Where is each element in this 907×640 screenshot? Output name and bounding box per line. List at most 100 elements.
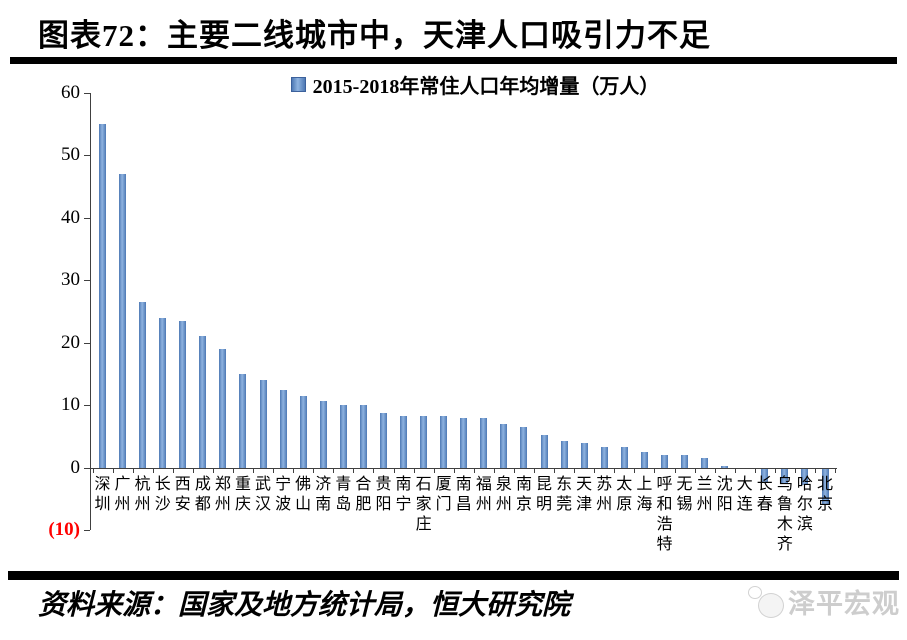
x-axis-tick (373, 467, 375, 473)
brand-logo-icon (746, 584, 788, 620)
x-category-label: 无 锡 (676, 475, 693, 513)
y-tick-label: 20 (61, 331, 80, 353)
figure-title: 图表72：主要二线城市中，天津人口吸引力不足 (38, 18, 711, 53)
bar-合肥 (359, 405, 367, 468)
x-category-label: 厦 门 (435, 475, 452, 513)
x-axis-tick (835, 467, 837, 473)
x-axis-tick (634, 467, 636, 473)
x-axis-tick (433, 467, 435, 473)
x-axis-tick (614, 467, 616, 473)
x-category-label: 宁 波 (275, 475, 292, 513)
bar-西安 (179, 320, 187, 468)
bar-厦门 (440, 415, 448, 468)
y-tick-label: 40 (61, 206, 80, 228)
bar-青岛 (339, 405, 347, 468)
x-category-label: 北 京 (817, 475, 834, 513)
x-category-label: 杭 州 (134, 475, 151, 513)
y-axis-tick (84, 530, 90, 531)
x-axis-tick (473, 467, 475, 473)
x-category-label: 泉 州 (495, 475, 512, 513)
bar-天津 (580, 442, 588, 468)
x-category-label: 南 宁 (395, 475, 412, 513)
y-tick-label: 10 (61, 394, 80, 416)
x-axis-tick (333, 467, 335, 473)
y-axis-tick (84, 93, 90, 94)
bar-兰州 (701, 457, 709, 468)
x-category-label: 南 昌 (455, 475, 472, 513)
bar-东莞 (560, 441, 568, 468)
bar-昆明 (540, 435, 548, 468)
y-tick-label: 30 (61, 269, 80, 291)
x-category-label: 武 汉 (255, 475, 272, 513)
legend-series-label: 2015-2018年常住人口年均增量（万人） (312, 76, 660, 98)
x-category-label: 昆 明 (536, 475, 553, 513)
bar-郑州 (219, 348, 227, 468)
x-axis-tick (273, 467, 275, 473)
y-axis-tick (84, 342, 90, 344)
x-axis-tick (734, 467, 736, 473)
x-category-label: 大 连 (736, 475, 753, 513)
bar-武汉 (259, 380, 267, 468)
x-axis-tick (212, 467, 214, 473)
x-axis-tick (192, 467, 194, 473)
x-category-label: 成 都 (194, 475, 211, 513)
x-axis-tick (493, 467, 495, 473)
y-tick-label: 0 (70, 456, 81, 478)
x-axis-tick (554, 467, 556, 473)
x-axis-tick (534, 467, 536, 473)
y-tick-label: 50 (61, 144, 80, 166)
bar-呼和浩特 (660, 455, 668, 468)
bar-上海 (640, 451, 648, 468)
x-category-label: 长 春 (756, 475, 773, 513)
bar-乌鲁木齐 (781, 468, 789, 484)
bar-广州 (119, 174, 127, 468)
x-axis-tick (674, 467, 676, 473)
chart-legend: 2015-2018年常住人口年均增量（万人） (90, 70, 860, 99)
x-category-label: 重 庆 (234, 475, 251, 513)
bar-无锡 (681, 455, 689, 468)
x-axis-tick (754, 467, 756, 473)
x-axis-tick (393, 467, 395, 473)
bar-哈尔滨 (801, 468, 809, 485)
x-category-label: 西 安 (174, 475, 191, 513)
x-category-label: 福 州 (475, 475, 492, 513)
x-axis-tick (594, 467, 596, 473)
y-axis-tick (84, 405, 90, 407)
brand-watermark: 泽平宏观 (746, 582, 900, 621)
x-category-label: 广 州 (114, 475, 131, 513)
y-tick-label: (10) (48, 519, 80, 540)
x-axis-tick (654, 467, 656, 473)
x-axis-tick (774, 467, 776, 473)
bar-长沙 (159, 317, 167, 468)
x-category-label: 贵 阳 (375, 475, 392, 513)
bar-南宁 (400, 415, 408, 468)
bar-泉州 (500, 423, 508, 468)
x-axis-tick (172, 467, 174, 473)
bar-苏州 (600, 446, 608, 468)
x-category-label: 上 海 (636, 475, 653, 513)
footer-divider-rule (8, 571, 899, 580)
bar-沈阳 (721, 465, 729, 468)
x-category-label: 兰 州 (696, 475, 713, 513)
x-axis-tick (313, 467, 315, 473)
bar-济南 (319, 400, 327, 468)
bar-宁波 (279, 389, 287, 468)
bar-北京 (821, 468, 829, 505)
bar-贵阳 (379, 413, 387, 468)
x-axis-tick (353, 467, 355, 473)
x-axis-tick (152, 467, 154, 473)
bar-长春 (761, 468, 769, 483)
x-category-label: 青 岛 (335, 475, 352, 513)
y-axis-tick (84, 155, 90, 157)
bar-石家庄 (420, 415, 428, 468)
y-axis-line (90, 93, 91, 530)
x-category-label: 哈 尔 滨 (796, 475, 813, 533)
bar-深圳 (99, 124, 106, 468)
x-axis-tick (413, 467, 415, 473)
y-tick-label: 60 (61, 82, 80, 103)
brand-watermark-text: 泽平宏观 (788, 589, 900, 619)
x-category-label: 呼 和 浩 特 (656, 475, 673, 553)
y-axis-tick (84, 467, 90, 469)
x-axis-tick (794, 467, 796, 473)
